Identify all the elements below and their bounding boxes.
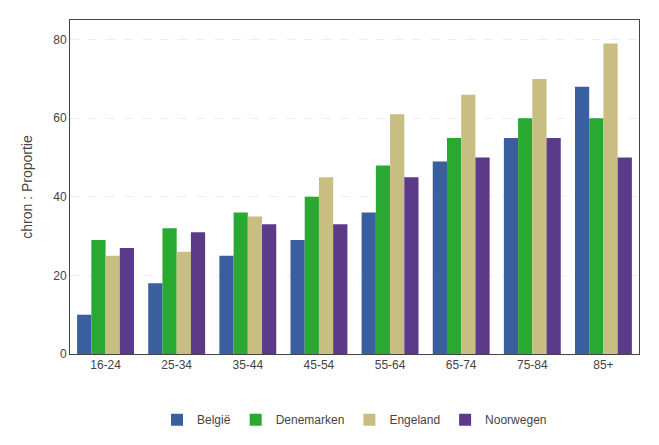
svg-text:Engeland: Engeland	[389, 413, 440, 427]
svg-text:60: 60	[53, 111, 67, 125]
svg-text:25-34: 25-34	[161, 358, 192, 372]
svg-text:80: 80	[53, 33, 67, 47]
svg-text:45-54: 45-54	[304, 358, 335, 372]
svg-text:chron : Proportie: chron : Proportie	[19, 135, 35, 239]
svg-text:35-44: 35-44	[232, 358, 263, 372]
svg-text:40: 40	[53, 190, 67, 204]
svg-text:20: 20	[53, 269, 67, 283]
svg-text:0: 0	[60, 347, 67, 361]
svg-text:75-84: 75-84	[517, 358, 548, 372]
svg-text:België: België	[197, 413, 231, 427]
svg-text:16-24: 16-24	[90, 358, 121, 372]
svg-text:85+: 85+	[593, 358, 613, 372]
svg-text:55-64: 55-64	[375, 358, 406, 372]
svg-text:Denemarken: Denemarken	[276, 413, 345, 427]
svg-text:Noorwegen: Noorwegen	[485, 413, 546, 427]
svg-text:65-74: 65-74	[446, 358, 477, 372]
